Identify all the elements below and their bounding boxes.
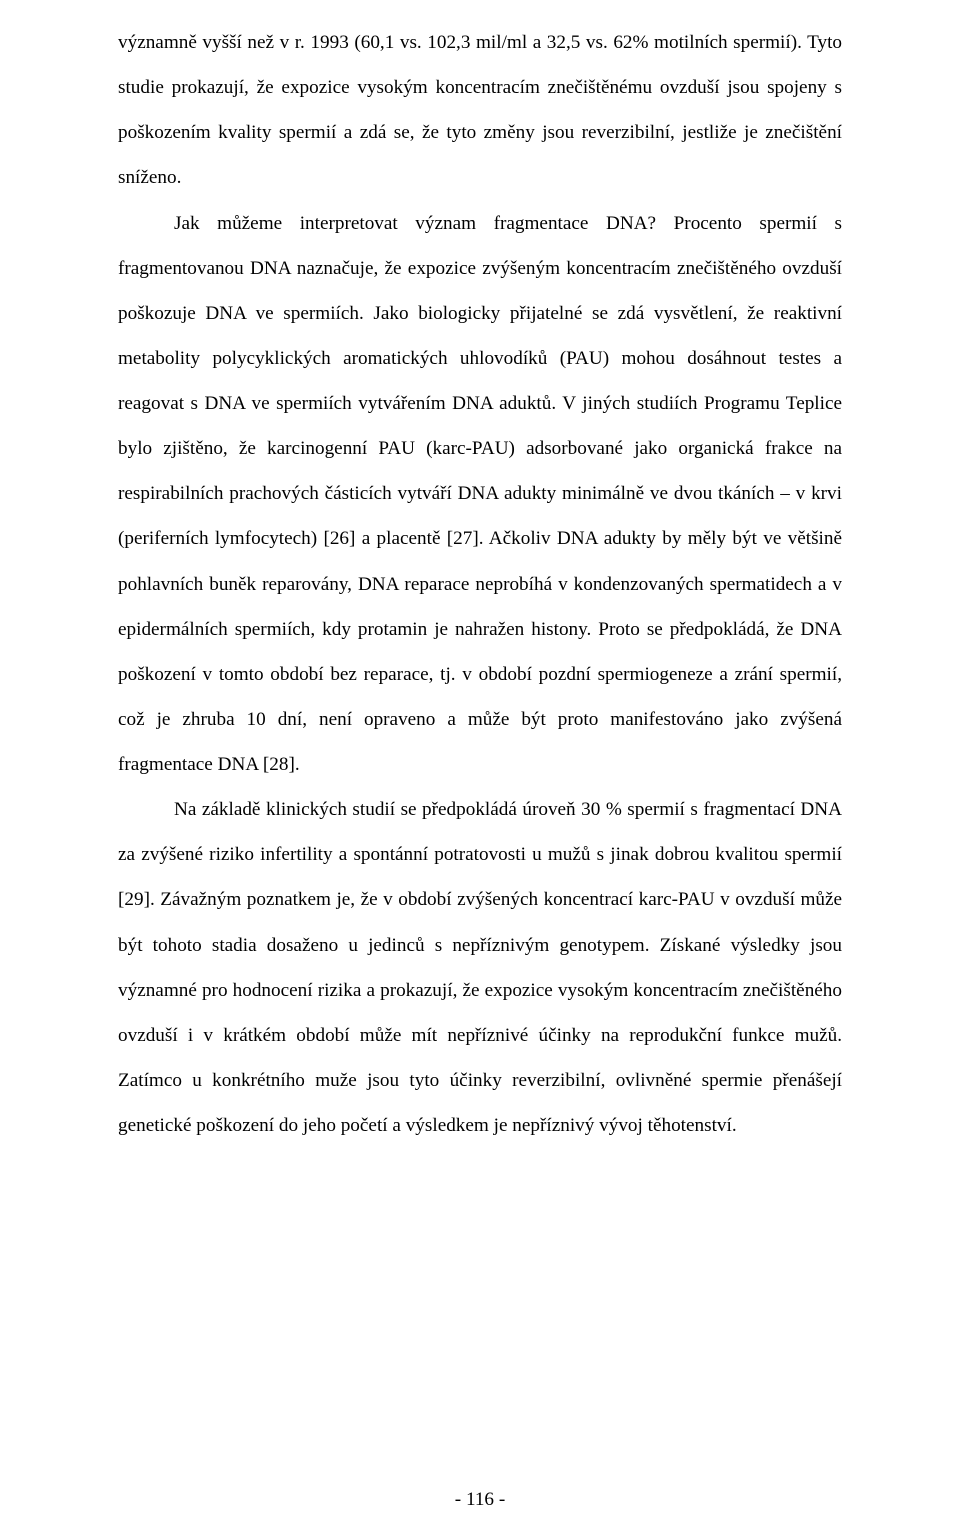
document-page: významně vyšší než v r. 1993 (60,1 vs. 1…: [0, 0, 960, 1537]
paragraph-3: Na základě klinických studií se předpokl…: [118, 787, 842, 1148]
page-footer: - 116 -: [0, 1490, 960, 1509]
paragraph-1: významně vyšší než v r. 1993 (60,1 vs. 1…: [118, 20, 842, 201]
paragraph-2: Jak můžeme interpretovat význam fragment…: [118, 201, 842, 788]
